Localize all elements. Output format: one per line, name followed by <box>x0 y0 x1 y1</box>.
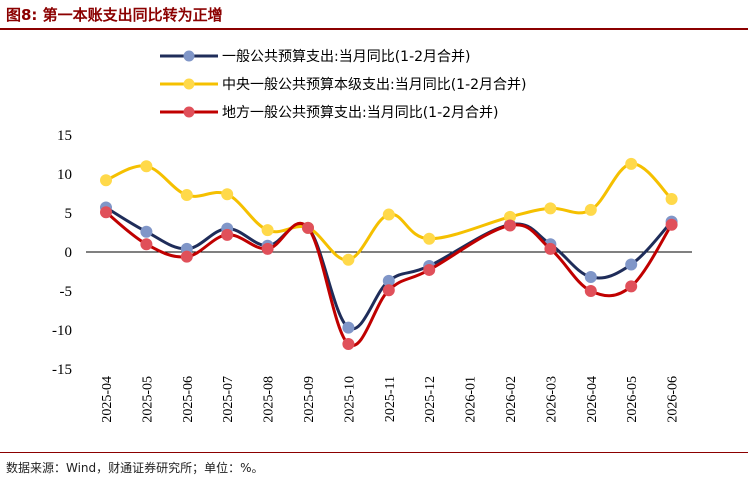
y-tick-label-6: -15 <box>52 362 72 378</box>
series-1-point-2 <box>180 189 193 202</box>
x-tick-label-6: 2025-10 <box>342 376 357 423</box>
series-2-point-11 <box>544 242 557 255</box>
legend-swatch-marker-1 <box>183 78 195 90</box>
series-0-point-1 <box>140 225 153 238</box>
series-0-point-12 <box>584 270 597 283</box>
line-chart: 15 10 5 0 -5 -10 -15 2025-04 2025-05 2025-06 2025-… <box>52 49 692 423</box>
series-2-point-0 <box>100 206 112 219</box>
x-tick-label-8: 2025-12 <box>423 376 438 423</box>
series-2-point-7 <box>382 284 395 297</box>
series-1-point-11 <box>544 202 557 215</box>
series-2-point-13 <box>625 280 638 293</box>
series-layer <box>100 157 678 351</box>
series-1-point-7 <box>382 208 395 221</box>
series-2-point-6 <box>342 338 355 351</box>
figure-title: 图8: 第一本账支出同比转为正增 <box>6 6 223 24</box>
legend: 一般公共预算支出:当月同比(1-2月合并) 中央一般公共预算本级支出:当月同比(1… <box>160 49 527 121</box>
series-1-point-12 <box>584 203 597 216</box>
series-2-point-1 <box>140 238 153 251</box>
x-tick-label-2: 2025-06 <box>181 376 196 423</box>
series-2-point-12 <box>584 285 597 297</box>
y-tick-label-3: 0 <box>65 245 73 261</box>
source-rule <box>0 452 748 453</box>
x-tick-label-0: 2025-04 <box>100 376 115 423</box>
y-tick-label-1: 10 <box>57 167 72 183</box>
series-2-point-10 <box>504 219 516 232</box>
y-tick-label-0: 15 <box>57 128 72 144</box>
series-1-point-14 <box>665 192 678 205</box>
title-rule <box>0 28 748 30</box>
series-line-0 <box>104 206 674 331</box>
series-2-point-5 <box>302 221 314 234</box>
x-tick-label-4: 2025-08 <box>262 376 277 423</box>
x-tick-label-3: 2025-07 <box>221 376 236 423</box>
x-tick-label-5: 2025-09 <box>302 376 317 423</box>
legend-label-0: 一般公共预算支出:当月同比(1-2月合并) <box>222 49 471 65</box>
series-2-point-4 <box>261 242 274 255</box>
x-tick-label-14: 2026-06 <box>666 376 681 423</box>
source-note: 数据来源：Wind，财通证券研究所；单位：%。 <box>6 461 264 475</box>
x-tick-label-11: 2026-03 <box>544 376 559 423</box>
x-tick-label-13: 2026-05 <box>625 376 640 423</box>
legend-swatch-marker-2 <box>183 106 195 118</box>
series-line-2 <box>104 210 674 348</box>
series-1-point-6 <box>342 253 355 266</box>
y-tick-label-5: -10 <box>52 323 72 339</box>
series-1-point-4 <box>261 224 274 237</box>
series-0-point-6 <box>342 321 355 334</box>
series-1-point-13 <box>625 157 638 170</box>
series-1-point-1 <box>140 160 153 173</box>
series-2-point-8 <box>423 263 436 276</box>
x-tick-label-10: 2026-02 <box>504 376 519 423</box>
x-tick-label-1: 2025-05 <box>140 376 155 423</box>
y-tick-label-4: -5 <box>60 284 73 300</box>
series-1-point-0 <box>100 174 112 187</box>
series-2-point-14 <box>665 218 678 231</box>
y-tick-label-2: 5 <box>65 206 73 222</box>
x-tick-label-7: 2025-11 <box>383 376 398 422</box>
legend-swatch-marker-0 <box>183 50 195 62</box>
series-0-point-13 <box>625 258 638 271</box>
series-2-point-3 <box>221 228 234 241</box>
legend-label-1: 中央一般公共预算本级支出:当月同比(1-2月合并) <box>222 77 527 93</box>
series-1-point-8 <box>423 232 436 245</box>
legend-label-2: 地方一般公共预算支出:当月同比(1-2月合并) <box>222 105 499 121</box>
series-1-point-3 <box>221 188 234 201</box>
x-tick-label-9: 2026-01 <box>464 376 479 423</box>
x-tick-label-12: 2026-04 <box>585 376 600 423</box>
series-2-point-2 <box>180 250 193 263</box>
